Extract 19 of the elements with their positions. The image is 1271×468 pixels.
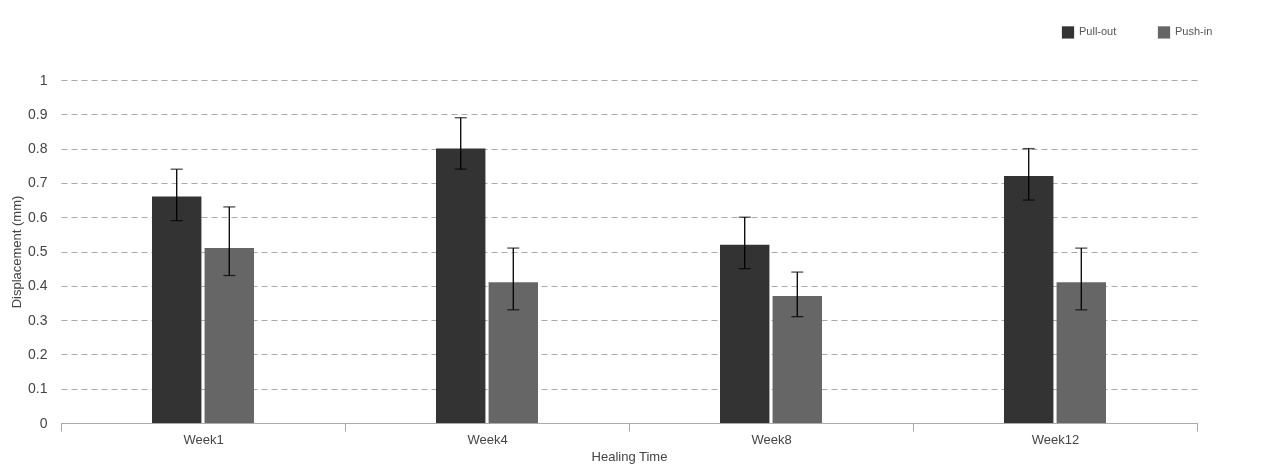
x-tick-label: Week12	[1031, 431, 1080, 447]
y-tick-label: 0.5	[28, 243, 48, 259]
x-axis-title: Healing Time	[591, 448, 668, 464]
x-tick-label: Week8	[751, 431, 792, 447]
y-tick-label: 0	[39, 414, 48, 431]
y-tick-label: 0.3	[28, 311, 48, 328]
legend-label: Pull-out	[1079, 25, 1117, 38]
x-tick-label: Week1	[183, 431, 224, 447]
y-tick-label: 0.9	[28, 105, 48, 122]
y-tick-label: 0.4	[28, 277, 48, 294]
y-tick-label: 0.8	[28, 140, 48, 157]
legend-label: Push-in	[1175, 25, 1213, 38]
y-tick-label: 0.7	[28, 174, 48, 191]
y-tick-label: 0.6	[28, 208, 48, 225]
y-axis-title: Displacement (mm)	[9, 195, 25, 309]
y-tick-label: 1	[39, 71, 48, 88]
y-tick-label: 0.1	[28, 380, 48, 397]
y-tick-label: 0.2	[28, 345, 48, 362]
x-tick-label: Week4	[467, 431, 508, 447]
